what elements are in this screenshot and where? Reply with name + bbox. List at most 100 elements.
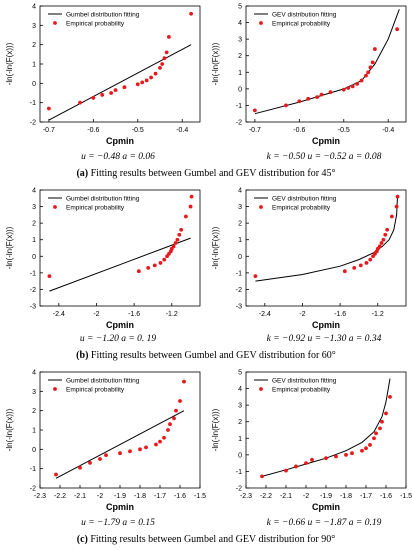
fit-line bbox=[55, 410, 185, 479]
data-point bbox=[368, 257, 373, 262]
x-tick-label: -1.6 bbox=[174, 493, 186, 500]
chart-c-left: -2.3 -2.2 -2.1 -2 -1.9 -1.8 -1.7 -1.6 -1.5 -2 -1 0 1… bbox=[5, 370, 206, 513]
chart-c-right: -2.3 -2.2 -2.1 -2 -1.9 -1.8 -1.7 -1.6 -1.5 -2 -1 0 1… bbox=[211, 370, 412, 513]
x-axis-label: Cpmin bbox=[106, 320, 134, 330]
data-point bbox=[383, 232, 388, 237]
x-tick-label: -0.7 bbox=[43, 127, 55, 134]
x-tick-label: -1.6 bbox=[128, 311, 140, 318]
x-tick-label: -2.4 bbox=[259, 311, 271, 318]
data-point bbox=[173, 241, 178, 245]
data-point bbox=[162, 435, 166, 440]
y-tick-label: 1 bbox=[32, 428, 36, 435]
chart-a-left: -0.7 -0.6 -0.5 -0.4 -2 -1 0 1 2 3 4 Cpmin -ln(-ln(F(… bbox=[5, 4, 201, 146]
data-point bbox=[174, 408, 178, 413]
data-point bbox=[378, 426, 382, 431]
data-point bbox=[310, 457, 314, 462]
x-tick-label: -2.1 bbox=[74, 493, 86, 500]
caption-a: (a) Fitting results between Gumbel and G… bbox=[0, 168, 412, 179]
data-point bbox=[364, 261, 369, 265]
x-tick-label: -1.5 bbox=[400, 493, 412, 500]
y-tick-label: -1 bbox=[236, 270, 242, 277]
legend-point-swatch bbox=[53, 21, 57, 25]
y-tick-label: 2 bbox=[32, 221, 36, 228]
x-tick-label: -0.5 bbox=[338, 127, 350, 134]
data-point bbox=[144, 78, 149, 83]
y-tick-label: -3 bbox=[236, 304, 242, 311]
data-point bbox=[370, 60, 375, 65]
data-point bbox=[162, 257, 167, 262]
data-point bbox=[109, 91, 114, 95]
data-point bbox=[360, 448, 364, 453]
data-point bbox=[104, 453, 108, 458]
y-axis-label: -ln(-ln(F(x))) bbox=[211, 226, 220, 269]
data-point bbox=[344, 452, 348, 457]
params-a-left: u = −0.48 a = 0.06 bbox=[81, 152, 155, 162]
data-point bbox=[182, 379, 186, 384]
fit-line bbox=[48, 44, 192, 121]
y-tick-label: 1 bbox=[238, 436, 242, 443]
x-tick-label: -2.1 bbox=[280, 493, 292, 500]
data-point bbox=[78, 465, 82, 470]
y-tick-label: 2 bbox=[238, 53, 242, 60]
data-point bbox=[315, 95, 320, 100]
y-tick-label: 0 bbox=[238, 254, 242, 261]
data-point bbox=[304, 461, 308, 466]
y-tick-label: 1 bbox=[32, 62, 36, 69]
chart-b-right: -2.4 -2 -1.6 -1.2 -3 -2 -1 0 1 2 3 4 Cpmin -ln(-ln(F(… bbox=[211, 188, 407, 330]
y-tick-label: 1 bbox=[238, 70, 242, 77]
legend-label: Empirical probability bbox=[66, 21, 125, 28]
y-tick-label: 5 bbox=[238, 4, 242, 11]
y-tick-label: 0 bbox=[32, 81, 36, 88]
data-point bbox=[100, 93, 105, 97]
data-point bbox=[253, 274, 258, 279]
legend-label: Empirical probability bbox=[66, 205, 125, 212]
data-point bbox=[164, 50, 169, 55]
x-tick-label: -2.3 bbox=[240, 493, 252, 500]
y-tick-label: -2 bbox=[236, 486, 242, 493]
legend-label: Empirical probability bbox=[272, 387, 331, 394]
data-point bbox=[47, 274, 52, 279]
y-tick-label: -2 bbox=[30, 287, 36, 294]
x-tick-label: -2 bbox=[299, 311, 305, 318]
x-tick-label: -0.6 bbox=[87, 127, 99, 134]
y-tick-label: 3 bbox=[32, 23, 36, 30]
y-tick-label: 3 bbox=[238, 37, 242, 44]
y-tick-label: 0 bbox=[32, 447, 36, 454]
x-axis-label: Cpmin bbox=[312, 502, 340, 512]
data-point bbox=[297, 99, 302, 104]
x-axis-label: Cpmin bbox=[106, 502, 134, 512]
data-point bbox=[144, 445, 148, 450]
y-tick-label: 1 bbox=[32, 237, 36, 244]
x-tick-label: -1.6 bbox=[380, 493, 392, 500]
data-point bbox=[91, 95, 96, 100]
plot-frame bbox=[245, 5, 407, 123]
params-c-right: k = −0.66 u = −1.87 a = 0.19 bbox=[266, 518, 382, 528]
data-point bbox=[394, 204, 399, 209]
x-tick-label: -2.3 bbox=[34, 493, 46, 500]
data-point bbox=[183, 214, 188, 219]
data-point bbox=[98, 457, 102, 461]
params-b-left: u = −1.20 a = 0. 19 bbox=[79, 334, 157, 344]
chart-a-right: -0.7 -0.6 -0.5 -0.4 -2 -1 0 1 2 3 4 5 Cpmin -ln(-ln(F… bbox=[211, 4, 407, 146]
legend-point-swatch bbox=[53, 205, 57, 209]
x-tick-label: -2.4 bbox=[53, 311, 65, 318]
data-point bbox=[388, 394, 392, 399]
data-point bbox=[364, 446, 368, 451]
x-tick-label: -2 bbox=[97, 493, 103, 500]
data-point bbox=[160, 62, 165, 66]
y-tick-label: 5 bbox=[238, 370, 242, 377]
x-tick-label: -1.7 bbox=[360, 493, 372, 500]
plot-frame bbox=[39, 189, 201, 307]
caption-b-title: Fitting results between Gumbel and GEV d… bbox=[90, 350, 336, 361]
data-point bbox=[166, 428, 170, 432]
legend-point-swatch bbox=[259, 387, 263, 391]
data-point bbox=[162, 56, 167, 61]
x-tick-label: -1.9 bbox=[114, 493, 126, 500]
x-axis-label: Cpmin bbox=[312, 320, 340, 330]
data-point bbox=[158, 439, 162, 444]
x-tick-label: -2.2 bbox=[260, 493, 272, 500]
data-point bbox=[395, 27, 400, 32]
y-tick-label: 4 bbox=[238, 20, 242, 27]
x-tick-label: -1.6 bbox=[334, 311, 346, 318]
data-point bbox=[284, 468, 288, 473]
